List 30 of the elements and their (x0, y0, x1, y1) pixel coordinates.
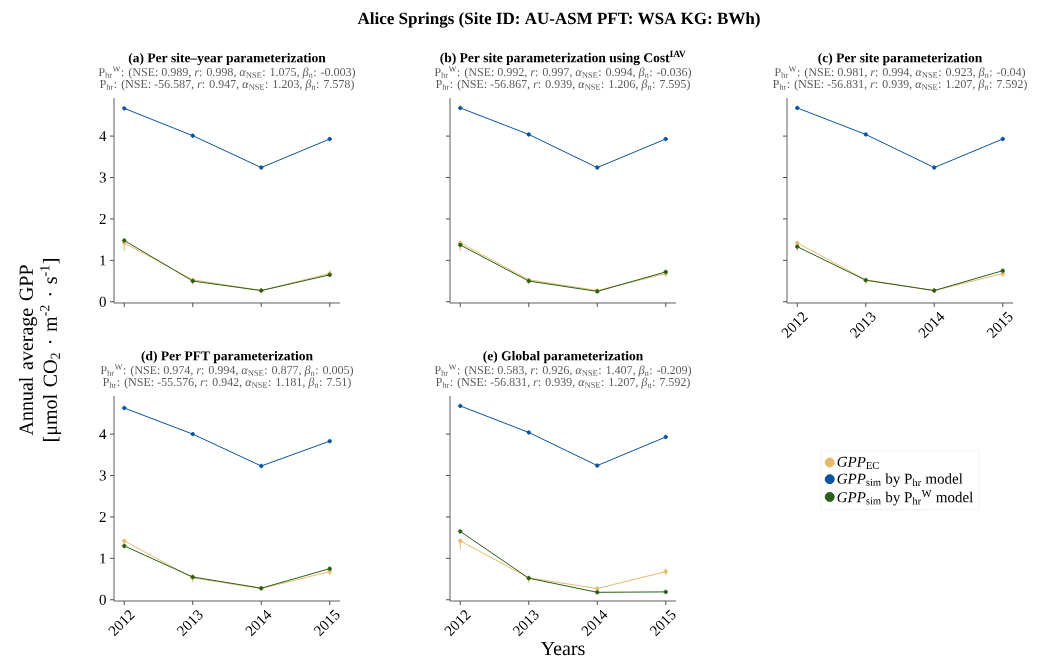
text: P$_{hr}$$^{W}$: (NSE: 0.981, r: 0.994, α$_{NSE}$: 0.923, β$_{n}$: -0.04) (774, 66, 1026, 79)
y-tick-label: 4 (99, 429, 107, 440)
legend-label: GPP$_{EC}$ (837, 456, 879, 469)
y-tick-label: 3 (99, 470, 106, 481)
x-axis-title: Years (540, 641, 585, 656)
chart-title: (e) Global parameterization (483, 350, 644, 364)
text: P$_{hr}$$^{W}$: (NSE: 0.989, r: 0.998, α$_{NSE}$: 1.075, β$_{n}$: -0.003) (98, 66, 356, 79)
y-tick-label: 4 (99, 131, 107, 142)
text: P$_{hr}$$^{W}$: (NSE: 0.583, r: 0.926, α$_{NSE}$: 1.407, β$_{n}$: -0.209) (434, 364, 692, 377)
text: P$_{hr}$$^{W}$: (NSE: 0.992, r: 0.997, α$_{NSE}$: 0.994, β$_{n}$: -0.036) (434, 66, 692, 79)
legend-label: GPP$_{sim}$ by P$_{hr}$$^{W}$ model (837, 490, 974, 506)
y-tick-label: 2 (99, 213, 106, 224)
y-tick-label: 3 (99, 172, 106, 183)
y-tick-label: 2 (99, 511, 106, 522)
y-tick-label: 1 (100, 553, 106, 564)
chart-title: (a) Per site–year parameterization (128, 52, 326, 66)
chart-title: (d) Per PFT parameterization (141, 350, 313, 364)
text: P$_{hr}$: (NSE: -56.831, r: 0.939, α$_{NSE}$: 1.207, β$_{n}$: 7.592) (435, 377, 690, 389)
legend-label: GPP$_{sim}$ by P$_{hr}$ model (837, 473, 963, 487)
y-tick-label: 1 (100, 255, 106, 266)
chart-title: (b) Per site parameterization using Cost$^{IAV}$ (440, 50, 686, 66)
chart-title: (c) Per site parameterization (818, 52, 983, 66)
text: P$_{hr}$: (NSE: -56.587, r: 0.947, α$_{NSE}$: 1.203, β$_{n}$: 7.578) (99, 79, 354, 91)
text: P$_{hr}$: (NSE: -55.576, r: 0.942, α$_{NSE}$: 1.181, β$_{n}$: 7.51) (102, 377, 351, 389)
y-tick-label: 0 (99, 296, 106, 307)
text: P$_{hr}$: (NSE: -56.867, r: 0.939, α$_{NSE}$: 1.206, β$_{n}$: 7.595) (435, 79, 690, 91)
y-tick-label: 0 (99, 594, 106, 605)
text: P$_{hr}$$^{W}$: (NSE: 0.974, r: 0.994, α$_{NSE}$: 0.877, β$_{n}$: 0.005) (100, 364, 354, 377)
text: P$_{hr}$: (NSE: -56.831, r: 0.939, α$_{NSE}$: 1.207, β$_{n}$: 7.592) (772, 79, 1027, 91)
text: Alice Springs (Site ID: AU-ASM PFT: WSA KG: BWh) (357, 12, 760, 28)
